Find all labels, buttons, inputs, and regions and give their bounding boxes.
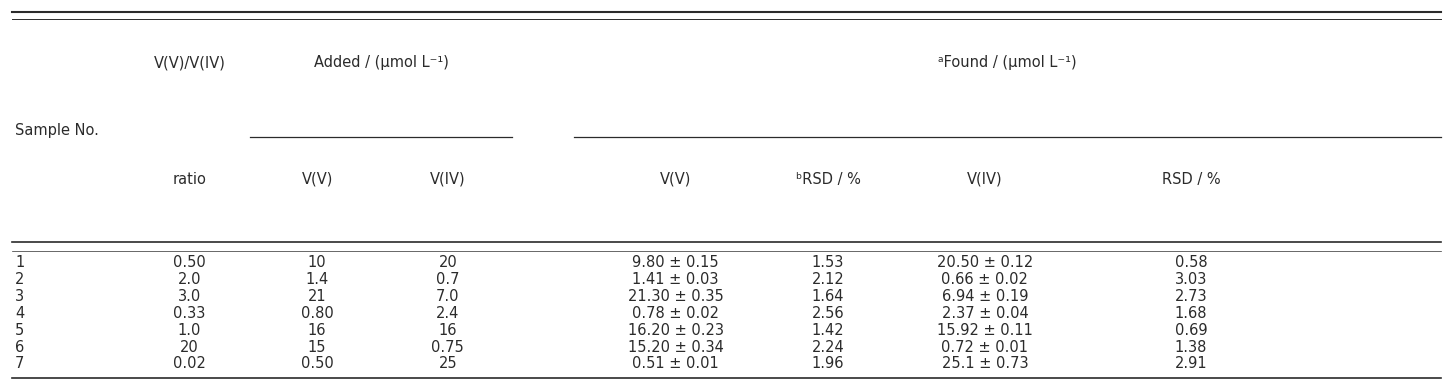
Text: 0.58: 0.58 [1174,255,1207,270]
Text: 2: 2 [15,272,25,287]
Text: 25.1 ± 0.73: 25.1 ± 0.73 [942,356,1029,371]
Text: ᵇRSD / %: ᵇRSD / % [796,172,860,187]
Text: 21.30 ± 0.35: 21.30 ± 0.35 [628,289,724,304]
Text: 6.94 ± 0.19: 6.94 ± 0.19 [942,289,1029,304]
Text: 0.02: 0.02 [173,356,206,371]
Text: 15.20 ± 0.34: 15.20 ± 0.34 [628,340,724,355]
Text: ᵃFound / (μmol L⁻¹): ᵃFound / (μmol L⁻¹) [939,55,1077,70]
Text: 2.56: 2.56 [812,306,844,321]
Text: 0.50: 0.50 [173,255,206,270]
Text: 7.0: 7.0 [436,289,459,304]
Text: 0.7: 0.7 [436,272,459,287]
Text: 3.0: 3.0 [177,289,201,304]
Text: 2.24: 2.24 [812,340,844,355]
Text: V(V): V(V) [660,172,692,187]
Text: 6: 6 [15,340,25,355]
Text: 25: 25 [439,356,458,371]
Text: 2.37 ± 0.04: 2.37 ± 0.04 [942,306,1029,321]
Text: 5: 5 [15,323,25,338]
Text: 16: 16 [308,323,327,338]
Text: Sample No.: Sample No. [15,123,99,138]
Text: V(IV): V(IV) [968,172,1003,187]
Text: 16.20 ± 0.23: 16.20 ± 0.23 [628,323,724,338]
Text: 2.0: 2.0 [177,272,201,287]
Text: 1.38: 1.38 [1175,340,1207,355]
Text: 9.80 ± 0.15: 9.80 ± 0.15 [632,255,719,270]
Text: 0.72 ± 0.01: 0.72 ± 0.01 [942,340,1029,355]
Text: V(IV): V(IV) [430,172,465,187]
Text: 3: 3 [15,289,25,304]
Text: ratio: ratio [173,172,206,187]
Text: 21: 21 [308,289,327,304]
Text: 0.33: 0.33 [173,306,205,321]
Text: 2.12: 2.12 [812,272,844,287]
Text: 0.80: 0.80 [301,306,334,321]
Text: 1.96: 1.96 [812,356,844,371]
Text: 20: 20 [180,340,199,355]
Text: 1.4: 1.4 [305,272,328,287]
Text: 20: 20 [439,255,458,270]
Text: 1.53: 1.53 [812,255,844,270]
Text: 2.91: 2.91 [1174,356,1207,371]
Text: 1.41 ± 0.03: 1.41 ± 0.03 [632,272,719,287]
Text: 1.68: 1.68 [1175,306,1207,321]
Text: 0.75: 0.75 [432,340,464,355]
Text: V(V)/V(IV): V(V)/V(IV) [154,55,225,70]
Text: 2.4: 2.4 [436,306,459,321]
Text: 0.78 ± 0.02: 0.78 ± 0.02 [632,306,719,321]
Text: 0.66 ± 0.02: 0.66 ± 0.02 [942,272,1029,287]
Text: 7: 7 [15,356,25,371]
Text: 15: 15 [308,340,327,355]
Text: V(V): V(V) [301,172,333,187]
Text: 20.50 ± 0.12: 20.50 ± 0.12 [937,255,1033,270]
Text: 3.03: 3.03 [1175,272,1207,287]
Text: 2.73: 2.73 [1174,289,1207,304]
Text: 10: 10 [308,255,327,270]
Text: 16: 16 [439,323,458,338]
Text: 1.64: 1.64 [812,289,844,304]
Text: Added / (μmol L⁻¹): Added / (μmol L⁻¹) [314,55,449,70]
Text: 1.0: 1.0 [177,323,201,338]
Text: 0.69: 0.69 [1174,323,1207,338]
Text: 1.42: 1.42 [812,323,844,338]
Text: 1: 1 [15,255,25,270]
Text: 15.92 ± 0.11: 15.92 ± 0.11 [937,323,1033,338]
Text: 4: 4 [15,306,25,321]
Text: RSD / %: RSD / % [1162,172,1221,187]
Text: 0.51 ± 0.01: 0.51 ± 0.01 [632,356,719,371]
Text: 0.50: 0.50 [301,356,334,371]
